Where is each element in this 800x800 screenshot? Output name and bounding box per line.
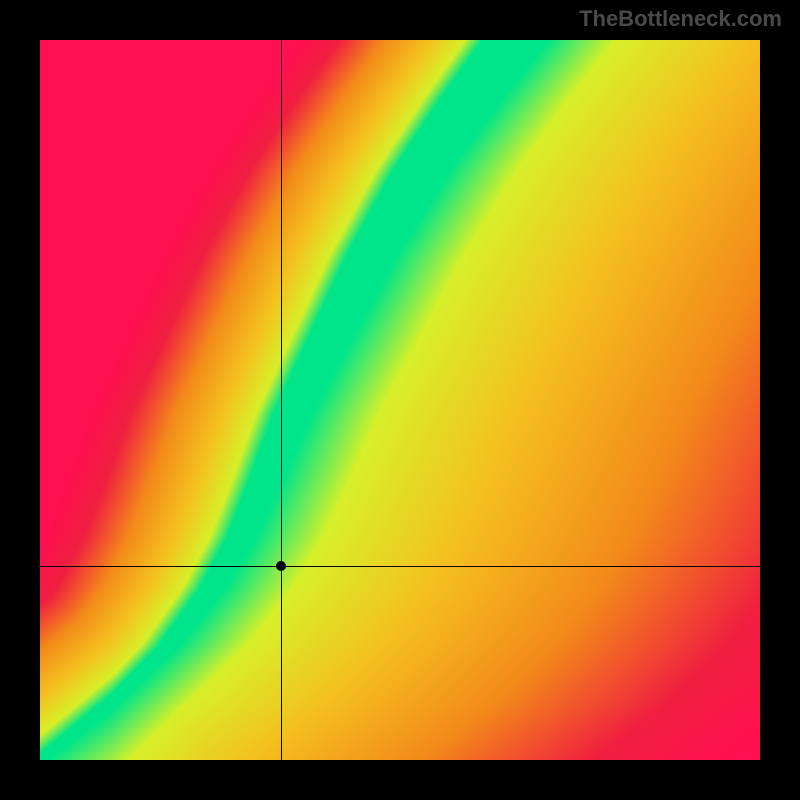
watermark-text: TheBottleneck.com bbox=[579, 6, 782, 32]
plot-area bbox=[40, 40, 760, 760]
crosshair-vertical bbox=[281, 40, 282, 760]
heatmap-canvas bbox=[40, 40, 760, 760]
crosshair-marker bbox=[276, 561, 286, 571]
crosshair-horizontal bbox=[40, 566, 760, 567]
chart-container: TheBottleneck.com bbox=[0, 0, 800, 800]
